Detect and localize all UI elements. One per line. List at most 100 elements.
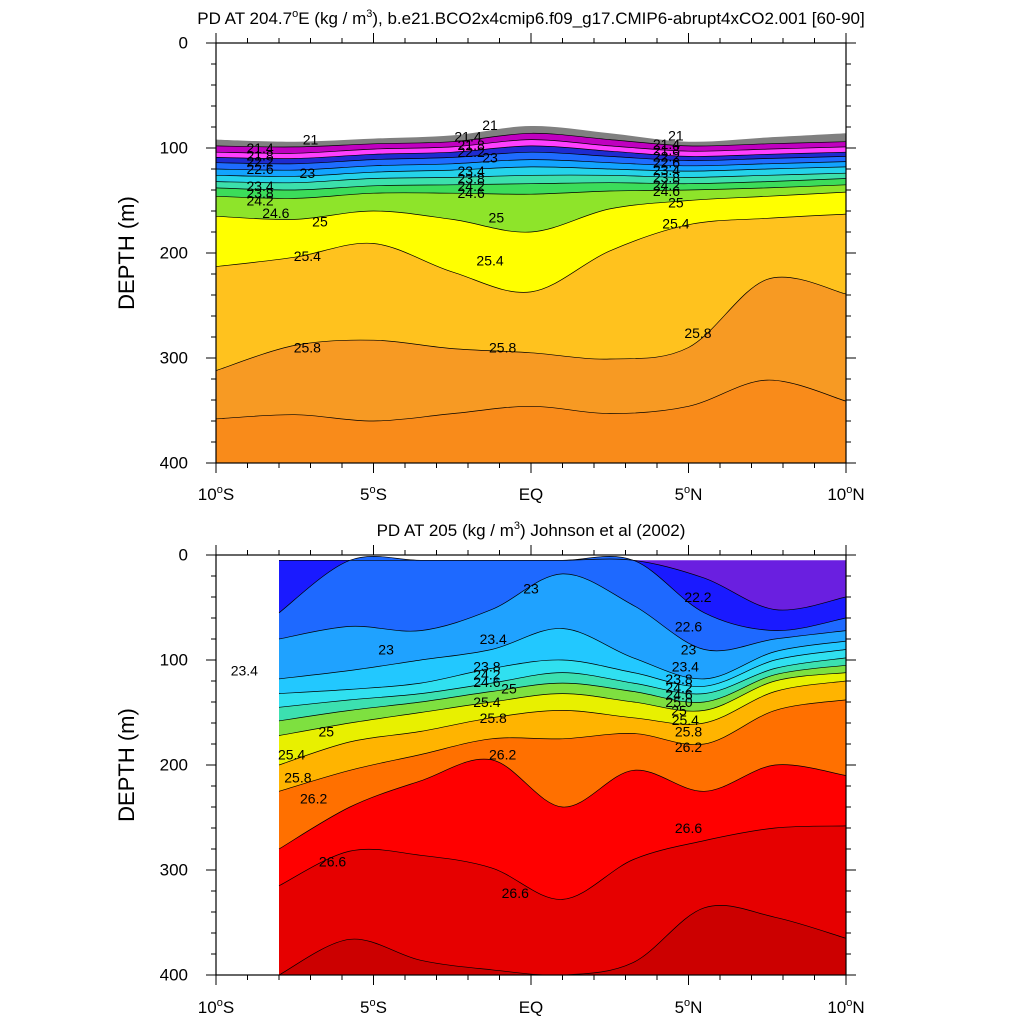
contour-label: 21.8 — [458, 137, 485, 153]
contour-label: 25 — [489, 209, 505, 225]
contour-label: 25 — [501, 680, 517, 696]
contour-label: 23 — [681, 642, 697, 658]
contour-label: 23 — [482, 149, 498, 165]
contour-line-23-8 — [216, 172, 846, 184]
contour-label: 24.6 — [473, 674, 500, 690]
contour-label: 24.6 — [458, 185, 485, 201]
contour-line-27-4 — [278, 905, 846, 975]
contour-line-24-6 — [216, 184, 846, 199]
contour-label: 26.6 — [502, 885, 529, 901]
contour-fills — [279, 556, 846, 975]
contour-line-21-4 — [216, 132, 846, 148]
contour-label: 26.2 — [489, 747, 516, 763]
contour-label: 25 — [312, 214, 328, 230]
contour-label: 25.4 — [672, 712, 699, 728]
x-tick-label: EQ — [519, 998, 544, 1017]
x-tick-label: 10oN — [827, 484, 864, 504]
contour-label: 22.2 — [458, 144, 485, 160]
contour-label: 24.2 — [458, 178, 485, 194]
ticks — [206, 545, 856, 985]
contour-line-25-8 — [278, 680, 846, 766]
contour-label: 21.4 — [653, 136, 680, 152]
contour-label: 21.4 — [246, 140, 273, 156]
contour-line-21-8 — [216, 139, 846, 154]
x-tick-label: 5oS — [360, 484, 387, 504]
contour-label: 21.8 — [246, 147, 273, 163]
contour-label: 25.8 — [284, 770, 311, 786]
contour-label: 26.2 — [675, 739, 702, 755]
contour-label: 23.8 — [473, 658, 500, 674]
contour-line-25 — [278, 664, 846, 722]
contour-label: 23.4 — [653, 162, 680, 178]
contour-label: 25.0 — [665, 694, 692, 710]
contour-labels: 2323.42525.425.826.226.62323.423.824.224… — [231, 581, 712, 902]
contour-line-24-2 — [216, 178, 846, 191]
y-axis-title: DEPTH (m) — [114, 708, 139, 822]
contour-lines — [278, 556, 846, 975]
contour-label: 23.8 — [246, 185, 273, 201]
y-tick-label: 400 — [160, 454, 188, 473]
chart-title: PD AT 205 (kg / m3) Johnson et al (2002) — [377, 520, 686, 540]
contour-line-25-4 — [216, 213, 846, 293]
contour-line-23-4 — [216, 166, 846, 177]
chart-title: PD AT 204.7oE (kg / m3), b.e21.BCO2x4cmi… — [197, 8, 864, 28]
contour-label: 23.8 — [665, 671, 692, 687]
contour-label: 21.8 — [653, 142, 680, 158]
contour-label: 23.4 — [480, 631, 507, 647]
contour-line-25 — [216, 191, 846, 233]
y-tick-label: 400 — [160, 966, 188, 985]
contour-line-24-6 — [278, 657, 846, 708]
contour-label: 23.4 — [246, 178, 273, 194]
contour-label: 22.2 — [684, 589, 711, 605]
contour-label: 24.2 — [473, 667, 500, 683]
contour-label: 25.4 — [476, 252, 503, 268]
contour-label: 25.8 — [489, 340, 516, 356]
contour-line-23 — [278, 556, 846, 631]
contour-band-27-4 — [279, 905, 846, 975]
contour-label: 25.8 — [294, 340, 321, 356]
contour-label: 22.2 — [246, 154, 273, 170]
contour-label: 26.6 — [675, 820, 702, 836]
y-tick-label: 100 — [160, 651, 188, 670]
contour-label: 25.8 — [480, 710, 507, 726]
contour-line-26-2 — [216, 379, 846, 422]
contour-label: 21 — [482, 117, 498, 133]
contour-label: 26.6 — [319, 854, 346, 870]
y-axis-title: DEPTH (m) — [114, 196, 139, 310]
contour-line-25-8 — [216, 276, 846, 371]
contour-label: 23.4 — [672, 658, 699, 674]
x-tick-label: 10oS — [198, 484, 234, 504]
contour-line-23-4 — [278, 573, 846, 652]
contour-label: 24.2 — [246, 193, 273, 209]
contour-label: 25.4 — [294, 248, 321, 264]
contour-label: 24.6 — [653, 183, 680, 199]
y-tick-label: 100 — [160, 139, 188, 158]
y-tick-label: 0 — [179, 546, 188, 565]
contour-label: 24.2 — [653, 177, 680, 193]
contour-label: 25 — [671, 702, 687, 718]
x-tick-label: 10oN — [827, 997, 864, 1017]
contour-label: 23.4 — [458, 163, 485, 179]
x-tick-label: 10oS — [198, 997, 234, 1017]
contour-label: 24.6 — [665, 687, 692, 703]
contour-line-23 — [216, 159, 846, 171]
contour-label: 25.8 — [675, 723, 702, 739]
contour-line-22-2 — [216, 145, 846, 159]
contour-label: 25 — [318, 723, 334, 739]
contour-line-24-2 — [278, 649, 846, 694]
contour-label: 25.4 — [278, 747, 305, 763]
contour-label: 22.6 — [246, 161, 273, 177]
contour-label: 23.8 — [458, 170, 485, 186]
contour-label: 22.6 — [653, 155, 680, 171]
contour-line-22-6 — [216, 151, 846, 165]
y-tick-label: 300 — [160, 861, 188, 880]
x-tick-label: 5oN — [675, 997, 703, 1017]
contour-label: 23 — [523, 581, 539, 597]
contour-label: 23 — [378, 642, 394, 658]
y-tick-label: 300 — [160, 349, 188, 368]
contour-label: 21.4 — [454, 128, 481, 144]
contour-lines — [216, 132, 846, 463]
